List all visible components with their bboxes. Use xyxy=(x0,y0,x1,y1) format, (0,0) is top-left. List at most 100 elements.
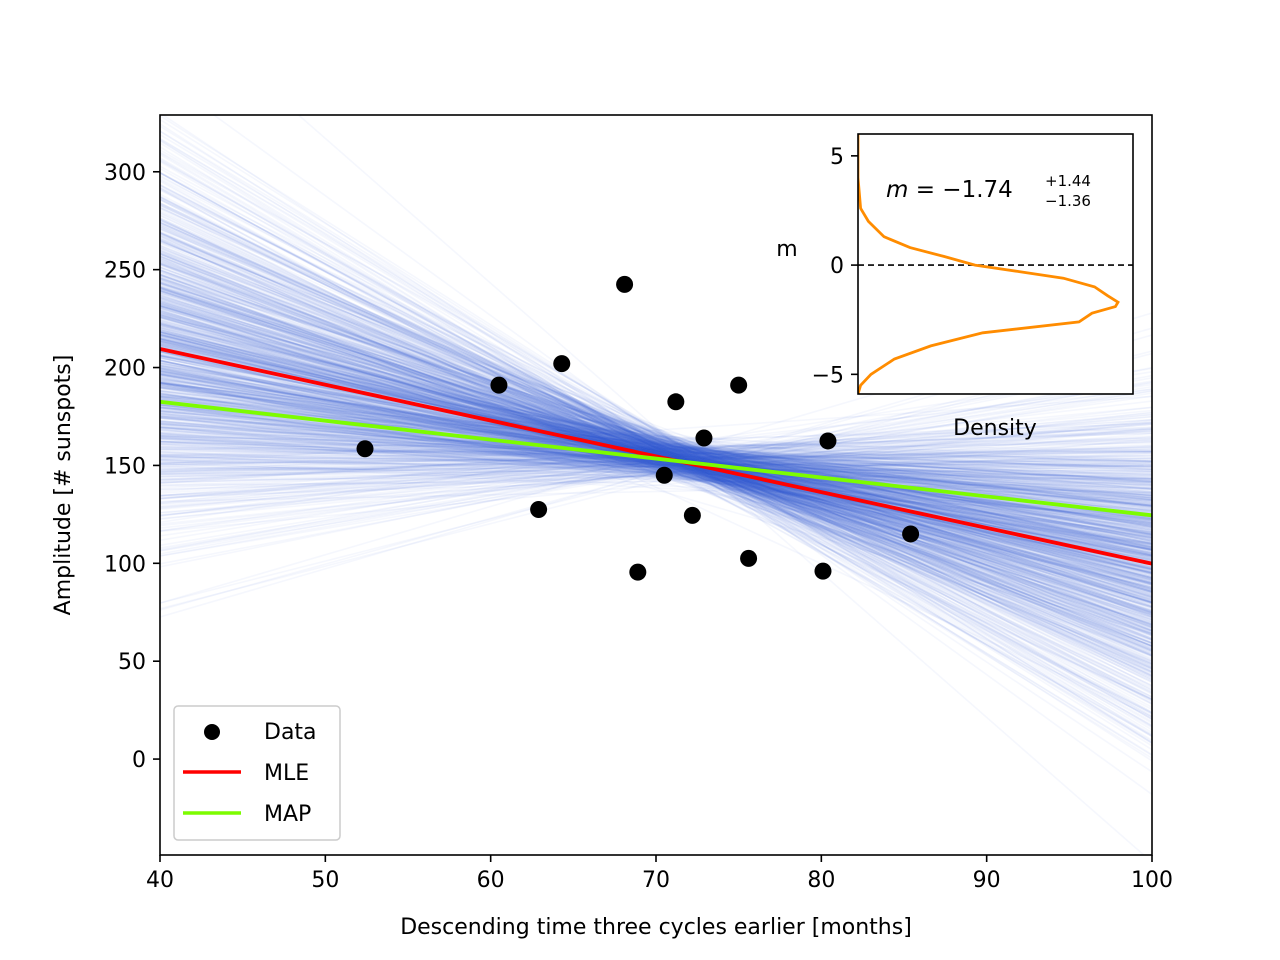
posterior-sample-line xyxy=(160,415,1152,484)
posterior-sample-line xyxy=(160,341,1152,584)
posterior-sample-line xyxy=(160,360,1152,548)
posterior-sample-line xyxy=(160,245,1152,656)
posterior-sample-line xyxy=(160,406,1152,523)
posterior-sample-line xyxy=(160,455,1152,489)
posterior-sample-line xyxy=(160,329,1152,579)
posterior-sample-line xyxy=(160,179,1152,729)
posterior-sample-line xyxy=(160,309,1152,612)
posterior-sample-line xyxy=(160,369,1152,536)
posterior-sample-line xyxy=(160,323,1152,563)
posterior-sample-line xyxy=(160,463,1152,480)
posterior-sample-line xyxy=(160,146,1152,756)
legend-label-mle: MLE xyxy=(264,761,309,786)
posterior-sample-line xyxy=(160,274,1152,604)
data-point xyxy=(683,506,701,524)
posterior-sample-line xyxy=(160,399,1152,504)
annotation-value: = −1.74 xyxy=(908,177,1012,203)
posterior-sample-line xyxy=(160,274,1152,602)
posterior-sample-line xyxy=(160,365,1152,565)
posterior-sample-line xyxy=(160,354,1152,549)
posterior-sample-line xyxy=(160,334,1152,564)
y-tick-label: 100 xyxy=(104,552,146,577)
posterior-sample-line xyxy=(160,255,1152,651)
posterior-sample-line xyxy=(160,434,1152,469)
posterior-sample-line xyxy=(160,214,1152,683)
posterior-sample-line xyxy=(160,299,1152,590)
posterior-sample-line xyxy=(160,226,1152,701)
posterior-sample-line xyxy=(160,172,1152,720)
posterior-sample-line xyxy=(160,158,1152,738)
posterior-sample-line xyxy=(160,381,1152,510)
posterior-sample-line xyxy=(160,304,1152,618)
posterior-sample-line xyxy=(160,347,1152,537)
posterior-sample-line xyxy=(160,332,1152,552)
posterior-sample-line xyxy=(160,184,1152,701)
posterior-sample-line xyxy=(160,387,1152,539)
posterior-sample-line xyxy=(160,431,1152,478)
posterior-sample-line xyxy=(160,235,1152,651)
posterior-sample-line xyxy=(160,197,1152,692)
posterior-sample-line xyxy=(160,202,1152,677)
posterior-sample-line xyxy=(160,393,1152,514)
posterior-sample-line xyxy=(160,220,1152,669)
posterior-sample-line xyxy=(160,142,1152,757)
data-point xyxy=(819,432,837,450)
posterior-sample-line xyxy=(160,374,1152,565)
posterior-sample-line xyxy=(160,373,1152,528)
posterior-sample-line xyxy=(160,423,1152,499)
posterior-sample-line xyxy=(160,195,1152,701)
posterior-sample-line xyxy=(160,138,1152,721)
posterior-sample-line xyxy=(160,149,1152,714)
posterior-sample-line xyxy=(160,374,1152,534)
posterior-sample-line xyxy=(160,222,1152,655)
posterior-sample-line xyxy=(160,320,1152,574)
posterior-sample-line xyxy=(160,396,1152,504)
posterior-sample-line xyxy=(160,222,1152,656)
posterior-sample-line xyxy=(160,316,1152,589)
posterior-sample-line xyxy=(160,232,1152,654)
posterior-sample-line xyxy=(160,277,1152,626)
posterior-sample-line xyxy=(160,274,1152,596)
posterior-sample-line xyxy=(160,330,1152,557)
posterior-sample-line xyxy=(160,376,1152,551)
posterior-sample-line xyxy=(160,345,1152,635)
posterior-sample-line xyxy=(160,292,1152,616)
posterior-sample-line xyxy=(160,287,1152,592)
posterior-sample-line xyxy=(160,416,1152,521)
posterior-sample-line xyxy=(161,115,1152,773)
posterior-sample-line xyxy=(160,416,1152,526)
posterior-sample-line xyxy=(160,224,1152,661)
posterior-sample-line xyxy=(160,429,1152,514)
posterior-sample-line xyxy=(160,435,1152,463)
posterior-sample-line xyxy=(160,396,1152,506)
posterior-sample-line xyxy=(160,460,1152,473)
posterior-sample-line xyxy=(160,428,1152,451)
posterior-sample-line xyxy=(160,325,1152,560)
posterior-sample-line xyxy=(160,379,1152,585)
posterior-sample-line xyxy=(160,460,1152,516)
posterior-sample-line xyxy=(160,457,1152,475)
posterior-sample-line xyxy=(160,441,1152,488)
posterior-sample-line xyxy=(160,419,1152,482)
posterior-sample-line xyxy=(160,322,1152,601)
posterior-sample-line xyxy=(160,455,1152,471)
posterior-sample-line xyxy=(160,285,1152,608)
posterior-sample-line xyxy=(160,381,1152,557)
posterior-sample-line xyxy=(160,364,1152,528)
posterior-sample-line xyxy=(160,248,1152,623)
posterior-sample-line xyxy=(160,401,1152,534)
posterior-sample-line xyxy=(160,290,1152,604)
posterior-sample-line xyxy=(160,428,1152,508)
posterior-sample-line xyxy=(160,115,1152,744)
posterior-sample-line xyxy=(160,259,1152,641)
posterior-sample-line xyxy=(160,227,1152,629)
y-tick-label: 0 xyxy=(132,748,146,773)
posterior-sample-line xyxy=(160,455,1152,468)
posterior-sample-line xyxy=(160,367,1152,565)
posterior-sample-line xyxy=(160,276,1152,653)
posterior-sample-line xyxy=(160,458,1152,467)
posterior-sample-line xyxy=(160,411,1152,495)
posterior-sample-line xyxy=(160,410,1152,484)
posterior-sample-line xyxy=(160,315,1152,593)
posterior-sample-line xyxy=(160,432,1152,464)
